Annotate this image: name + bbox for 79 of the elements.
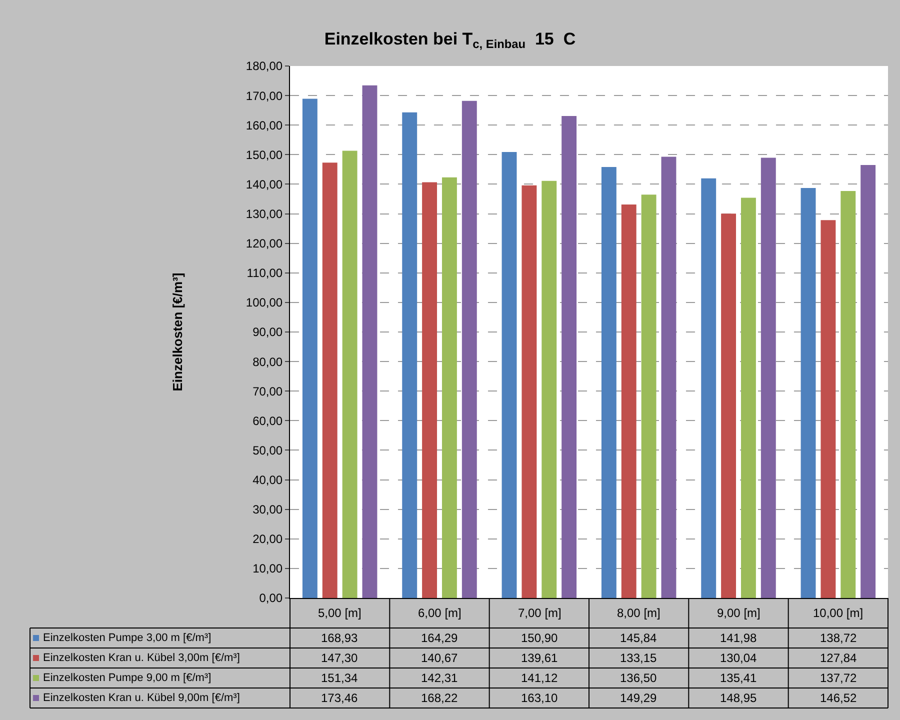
bar — [601, 166, 616, 598]
bar — [442, 177, 457, 598]
y-tick-label: 60,00 — [252, 414, 283, 428]
data-label: 139,61 — [521, 651, 558, 665]
bar — [860, 164, 876, 598]
data-label: 137,72 — [820, 671, 858, 685]
data-label: 141,98 — [720, 631, 758, 645]
chart-title: Einzelkosten bei T$_{c, Einbau}$ 15 C — [324, 29, 576, 51]
data-label: 127,84 — [820, 651, 858, 665]
data-label: 138,72 — [820, 631, 858, 645]
y-tick-label: 110,00 — [246, 266, 283, 280]
x-tick-label: 5,00 [m] — [318, 606, 362, 620]
bar — [502, 152, 517, 598]
bar — [362, 85, 378, 598]
y-tick-label: 10,00 — [252, 562, 283, 576]
y-tick-label: 140,00 — [246, 177, 283, 192]
y-tick-label: 120,00 — [246, 236, 283, 251]
y-tick-label: 50,00 — [252, 443, 283, 458]
data-label: 164,29 — [421, 631, 458, 645]
bar — [522, 185, 537, 598]
legend-label: Einzelkosten Pumpe 9,00 m [€/m³] — [43, 672, 212, 684]
y-tick-label: 70,00 — [252, 384, 283, 398]
data-label: 163,10 — [521, 691, 558, 705]
data-label: 133,15 — [620, 651, 658, 665]
y-tick-label: 100,00 — [246, 296, 283, 310]
x-tick-label: 7,00 [m] — [518, 606, 562, 620]
data-label: 173,46 — [321, 691, 358, 705]
bar — [641, 194, 656, 598]
bar — [302, 98, 318, 598]
bar — [661, 156, 676, 598]
bar — [760, 158, 776, 598]
y-tick-label: 90,00 — [252, 325, 283, 340]
data-label: 135,41 — [720, 671, 758, 685]
y-axis-title: Einzelkosten [€/m³] — [170, 272, 185, 392]
y-tick-label: 0,00 — [259, 591, 283, 606]
x-tick-label: 8,00 [m] — [617, 606, 660, 620]
bar — [820, 220, 836, 598]
y-tick-label: 180,00 — [246, 59, 283, 74]
data-label: 136,50 — [620, 671, 658, 685]
y-tick-label: 80,00 — [252, 354, 283, 369]
bar — [721, 214, 736, 598]
y-tick-label: 20,00 — [252, 532, 283, 546]
legend-label: Einzelkosten Kran u. Kübel 3,00m [€/m³] — [43, 652, 240, 664]
bar — [542, 180, 557, 598]
data-label: 148,95 — [720, 691, 758, 705]
data-label: 149,29 — [620, 691, 658, 705]
data-label: 168,22 — [421, 691, 458, 705]
data-label: 142,31 — [421, 671, 458, 685]
bar — [840, 190, 856, 598]
data-label: 168,93 — [321, 631, 358, 645]
data-label: 141,12 — [521, 671, 558, 685]
x-tick-label: 10,00 [m] — [813, 606, 864, 620]
bar — [462, 100, 477, 598]
legend-label: Einzelkosten Kran u. Kübel 9,00m [€/m³] — [43, 692, 240, 704]
y-tick-label: 170,00 — [246, 88, 283, 103]
data-label: 140,67 — [421, 651, 458, 665]
y-tick-label: 130,00 — [246, 206, 283, 221]
data-label: 130,04 — [720, 651, 758, 665]
data-label: 146,52 — [820, 691, 858, 705]
y-tick-label: 30,00 — [252, 502, 283, 517]
bar — [621, 204, 636, 598]
bar — [701, 178, 716, 598]
x-tick-label: 6,00 [m] — [418, 606, 462, 620]
bar — [562, 116, 577, 598]
bar — [342, 150, 358, 598]
x-tick-label: 9,00 [m] — [717, 606, 760, 620]
data-label: 151,34 — [321, 671, 358, 685]
data-label: 147,30 — [321, 651, 358, 665]
bar — [322, 162, 338, 598]
bar — [402, 112, 418, 598]
bar — [422, 182, 438, 598]
bar — [800, 188, 816, 598]
y-tick-label: 40,00 — [252, 472, 283, 487]
y-tick-label: 160,00 — [246, 118, 283, 132]
data-label: 145,84 — [620, 631, 658, 645]
legend-label: Einzelkosten Pumpe 3,00 m [€/m³] — [43, 632, 212, 644]
y-tick-label: 150,00 — [246, 148, 283, 162]
data-label: 150,90 — [521, 631, 558, 645]
bar — [740, 198, 756, 598]
